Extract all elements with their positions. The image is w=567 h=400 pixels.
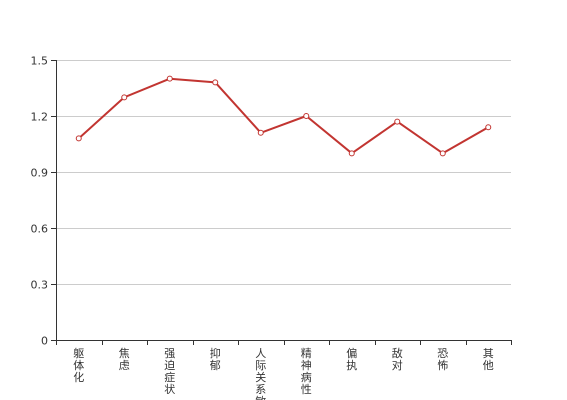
y-tick-label: 0.9: [31, 167, 49, 180]
x-axis: 躯体化 焦虑 强迫症状 抑郁 人际关系敏感 精神病性 偏执 敌对 恐怖 其他: [56, 340, 512, 400]
y-tick-label: 0.3: [31, 279, 49, 292]
y-tick-label: 1.2: [31, 111, 49, 124]
y-tick-label: 1.5: [31, 55, 49, 68]
data-point: [257, 129, 264, 136]
x-category-label: 精神病性: [301, 347, 312, 396]
series-layer: [75, 75, 492, 157]
series-line: [78, 77, 489, 155]
grid-lines: [56, 60, 511, 285]
data-point: [75, 135, 82, 142]
data-point: [348, 150, 355, 157]
x-category-label: 偏执: [346, 346, 357, 372]
x-category-label: 焦虑: [119, 347, 130, 372]
x-category-label: 躯体化: [73, 347, 84, 384]
y-tick-label: 0: [41, 335, 48, 348]
x-category-label: 人际关系敏感: [255, 347, 266, 400]
data-point: [303, 113, 310, 119]
x-category-label: 恐怖: [437, 347, 448, 372]
x-category-label: 其他: [483, 347, 494, 372]
data-point: [485, 124, 492, 131]
data-point: [212, 79, 219, 86]
data-point: [121, 94, 128, 101]
x-category-label: 强迫症状: [164, 347, 175, 396]
y-axis: 0 0.3 0.6 0.9 1.2 1.5: [31, 55, 57, 348]
data-point: [439, 150, 446, 157]
x-category-label: 抑郁: [210, 346, 221, 372]
y-tick-label: 0.6: [31, 223, 49, 236]
data-point: [394, 118, 401, 125]
data-point: [166, 75, 173, 82]
x-category-label: 敌对: [392, 346, 403, 372]
